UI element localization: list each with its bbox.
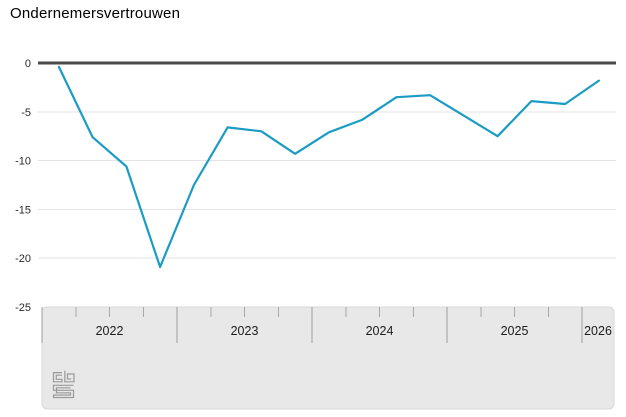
year-label: 2022 [96,324,124,338]
cbs-logo-icon [52,370,75,399]
y-axis-label: -25 [15,302,31,314]
year-label: 2023 [231,324,259,338]
y-axis-label: -20 [15,253,31,265]
chart-title: Ondernemersvertrouwen [10,5,181,22]
data-line [57,65,601,269]
year-label: 2026 [584,324,612,338]
y-axis-label: -5 [21,107,31,119]
year-label: 2024 [366,324,394,338]
year-label: 2025 [501,324,529,338]
y-axis-label: -10 [15,156,31,168]
y-axis-label: 0 [25,58,31,70]
cbs-logo [52,370,75,399]
y-axis-label: -15 [15,204,31,216]
x-axis-band [41,306,615,410]
